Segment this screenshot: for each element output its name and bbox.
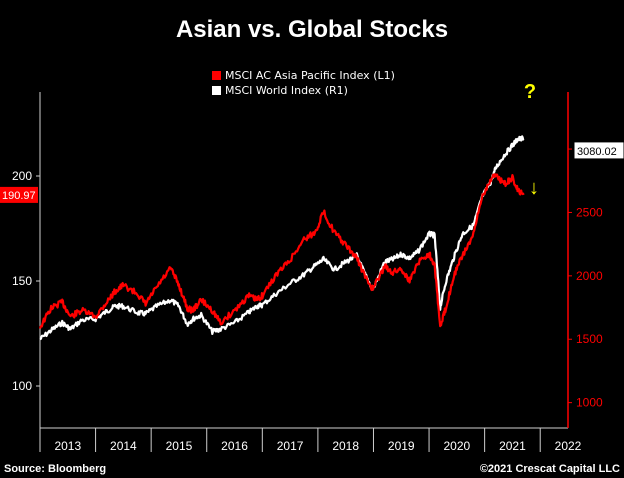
left-value-label: 190.97 — [2, 190, 36, 202]
right-tick-label: 1500 — [576, 332, 603, 346]
legend: MSCI AC Asia Pacific Index (L1) MSCI Wor… — [212, 68, 395, 98]
right-tick-label: 2000 — [576, 269, 603, 283]
series-line-asia — [38, 173, 525, 329]
chart-title: Asian vs. Global Stocks — [175, 16, 449, 43]
x-tick-label: 2013 — [54, 439, 81, 453]
x-tick-label: 2020 — [443, 439, 470, 453]
legend-label-world: MSCI World Index (R1) — [225, 84, 348, 97]
x-tick-label: 2015 — [166, 439, 193, 453]
legend-label-asia: MSCI AC Asia Pacific Index (L1) — [225, 69, 395, 82]
right-tick-label: 2500 — [576, 205, 603, 219]
x-tick-label: 2018 — [332, 439, 359, 453]
source-note: Source: Bloomberg — [4, 463, 107, 475]
legend-item-asia: MSCI AC Asia Pacific Index (L1) — [212, 68, 395, 83]
x-tick-label: 2017 — [277, 439, 304, 453]
x-tick-label: 2016 — [221, 439, 248, 453]
x-tick-label: 2022 — [555, 439, 582, 453]
copyright-note: ©2021 Crescat Capital LLC — [479, 463, 620, 475]
question-mark-annotation: ? — [524, 81, 536, 103]
legend-item-world: MSCI World Index (R1) — [212, 83, 395, 98]
right-tick-label: 1000 — [576, 396, 603, 410]
down-arrow-annotation: ↓ — [529, 177, 539, 199]
left-tick-label: 100 — [12, 379, 32, 393]
legend-swatch-asia — [212, 71, 221, 80]
series-line-world — [39, 135, 525, 341]
left-tick-label: 150 — [12, 274, 32, 288]
x-tick-label: 2021 — [499, 439, 526, 453]
legend-swatch-world — [212, 86, 221, 95]
left-tick-label: 200 — [12, 169, 32, 183]
x-tick-label: 2019 — [388, 439, 415, 453]
x-tick-label: 2014 — [110, 439, 137, 453]
right-value-label: 3080.02 — [577, 146, 617, 158]
right-value-badge — [573, 141, 624, 160]
left-value-badge — [0, 186, 38, 203]
